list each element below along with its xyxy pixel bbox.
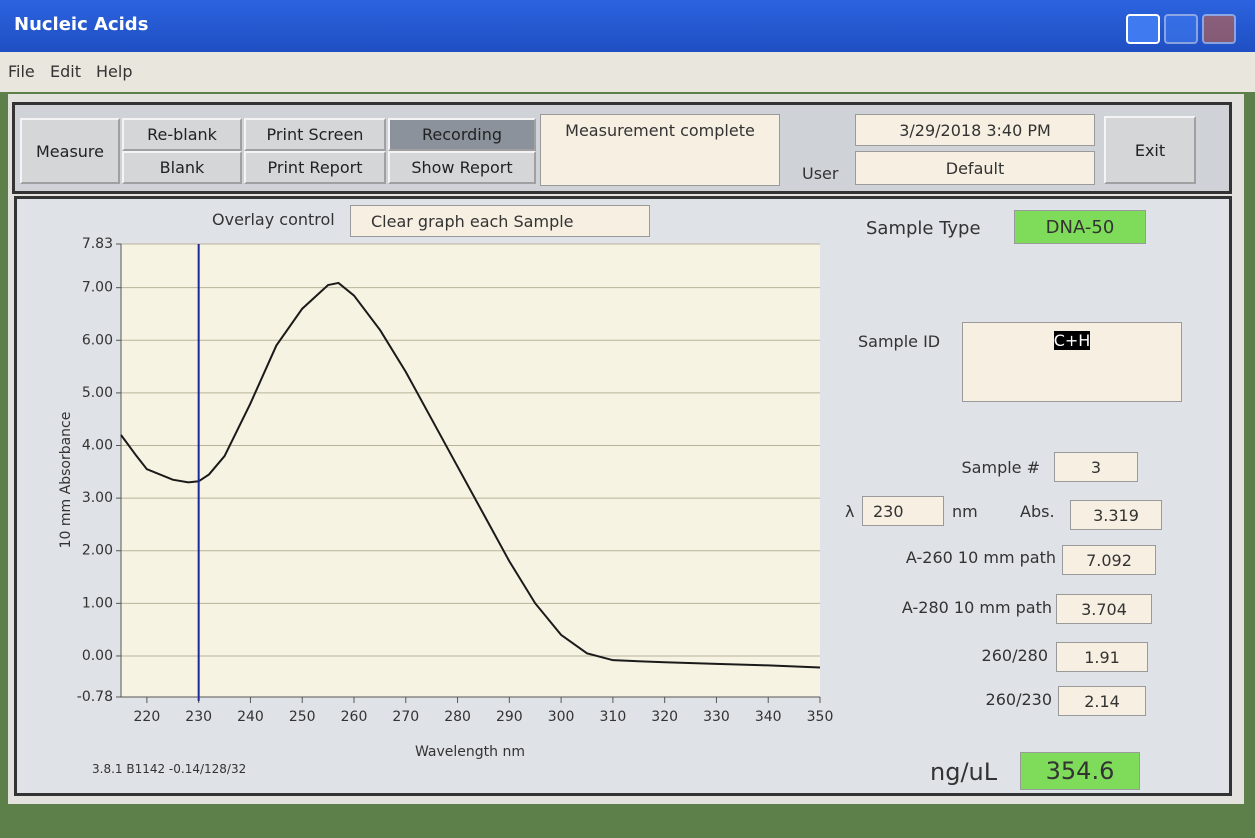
datetime-box: 3/29/2018 3:40 PM — [855, 114, 1095, 146]
minimize-button[interactable] — [1126, 14, 1160, 44]
overlay-dropdown[interactable]: Clear graph each Sample — [350, 205, 650, 237]
overlay-label: Overlay control — [212, 210, 335, 229]
print-report-button[interactable]: Print Report — [244, 151, 386, 184]
y-tick-label: 5.00 — [82, 385, 113, 401]
ratio-260-230-label: 260/230 — [985, 690, 1052, 709]
sample-id-box[interactable]: C+H — [962, 322, 1182, 402]
reblank-button[interactable]: Re-blank — [122, 118, 242, 151]
ratio-260-230: 2.14 — [1058, 686, 1146, 716]
y-tick-label: 3.00 — [82, 490, 113, 506]
user-label: User — [802, 164, 839, 183]
y-tick-label: 1.00 — [82, 595, 113, 611]
x-tick-label: 310 — [600, 709, 627, 725]
x-tick-label: 220 — [134, 709, 161, 725]
maximize-button[interactable] — [1164, 14, 1198, 44]
menu-bar: File Edit Help — [0, 52, 1255, 92]
abs-value: 3.319 — [1070, 500, 1162, 530]
x-tick-label: 250 — [289, 709, 316, 725]
sample-num-label: Sample # — [961, 458, 1040, 477]
a280-value: 3.704 — [1056, 594, 1152, 624]
sample-type[interactable]: DNA-50 — [1014, 210, 1146, 244]
y-tick-label: 7.83 — [82, 236, 113, 252]
a260-label: A-260 10 mm path — [905, 548, 1056, 567]
menu-item[interactable]: Edit — [50, 62, 81, 81]
y-tick-label: 6.00 — [82, 332, 113, 348]
conc-label: ng/uL — [930, 758, 998, 786]
sample-num: 3 — [1054, 452, 1138, 482]
x-tick-label: 330 — [703, 709, 730, 725]
status-box: Measurement complete — [540, 114, 780, 186]
lambda-symbol: λ — [845, 502, 855, 521]
ratio-260-280-label: 260/280 — [981, 646, 1048, 665]
x-tick-label: 230 — [185, 709, 212, 725]
x-tick-label: 300 — [548, 709, 575, 725]
sample-id-label: Sample ID — [858, 332, 941, 351]
x-tick-label: 270 — [392, 709, 419, 725]
y-tick-label: 4.00 — [82, 438, 113, 454]
exit-button[interactable]: Exit — [1104, 116, 1196, 184]
lambda-input[interactable]: 230 — [862, 496, 944, 526]
print-screen-button[interactable]: Print Screen — [244, 118, 386, 151]
x-tick-label: 260 — [341, 709, 368, 725]
a280-label: A-280 10 mm path — [901, 598, 1052, 617]
recording-button[interactable]: Recording — [388, 118, 536, 151]
show-report-button[interactable]: Show Report — [388, 151, 536, 184]
spectrum-line — [120, 281, 821, 669]
y-tick-label: 7.00 — [82, 280, 113, 296]
y-tick-label: -0.78 — [77, 689, 113, 705]
user-box: Default — [855, 151, 1095, 185]
x-tick-label: 290 — [496, 709, 523, 725]
window-title: Nucleic Acids — [14, 14, 149, 35]
ratio-260-280: 1.91 — [1056, 642, 1148, 672]
concentration: 354.6 — [1020, 752, 1140, 790]
title-bar: Nucleic Acids — [0, 0, 1255, 52]
menu-item[interactable]: Help — [96, 62, 133, 81]
sample-id: C+H — [1053, 331, 1091, 350]
x-tick-label: 240 — [237, 709, 264, 725]
x-tick-label: 340 — [755, 709, 782, 725]
y-axis-label: 10 mm Absorbance — [58, 412, 74, 549]
a260-value: 7.092 — [1062, 545, 1156, 575]
version-line: 3.8.1 B1142 -0.14/128/32 — [92, 762, 247, 776]
x-tick-label: 320 — [651, 709, 678, 725]
x-tick-label: 280 — [444, 709, 471, 725]
y-tick-label: 0.00 — [82, 648, 113, 664]
lambda-unit: nm — [952, 502, 978, 521]
plot-area — [121, 244, 820, 697]
measure-button[interactable]: Measure — [20, 118, 120, 184]
x-tick-label: 350 — [807, 709, 834, 725]
abs-label: Abs. — [1020, 502, 1055, 521]
blank-button[interactable]: Blank — [122, 151, 242, 184]
x-axis-label: Wavelength nm — [415, 744, 525, 760]
close-button[interactable] — [1202, 14, 1236, 44]
sample-type-label: Sample Type — [866, 218, 981, 239]
y-tick-label: 2.00 — [82, 543, 113, 559]
menu-item[interactable]: File — [8, 62, 35, 81]
